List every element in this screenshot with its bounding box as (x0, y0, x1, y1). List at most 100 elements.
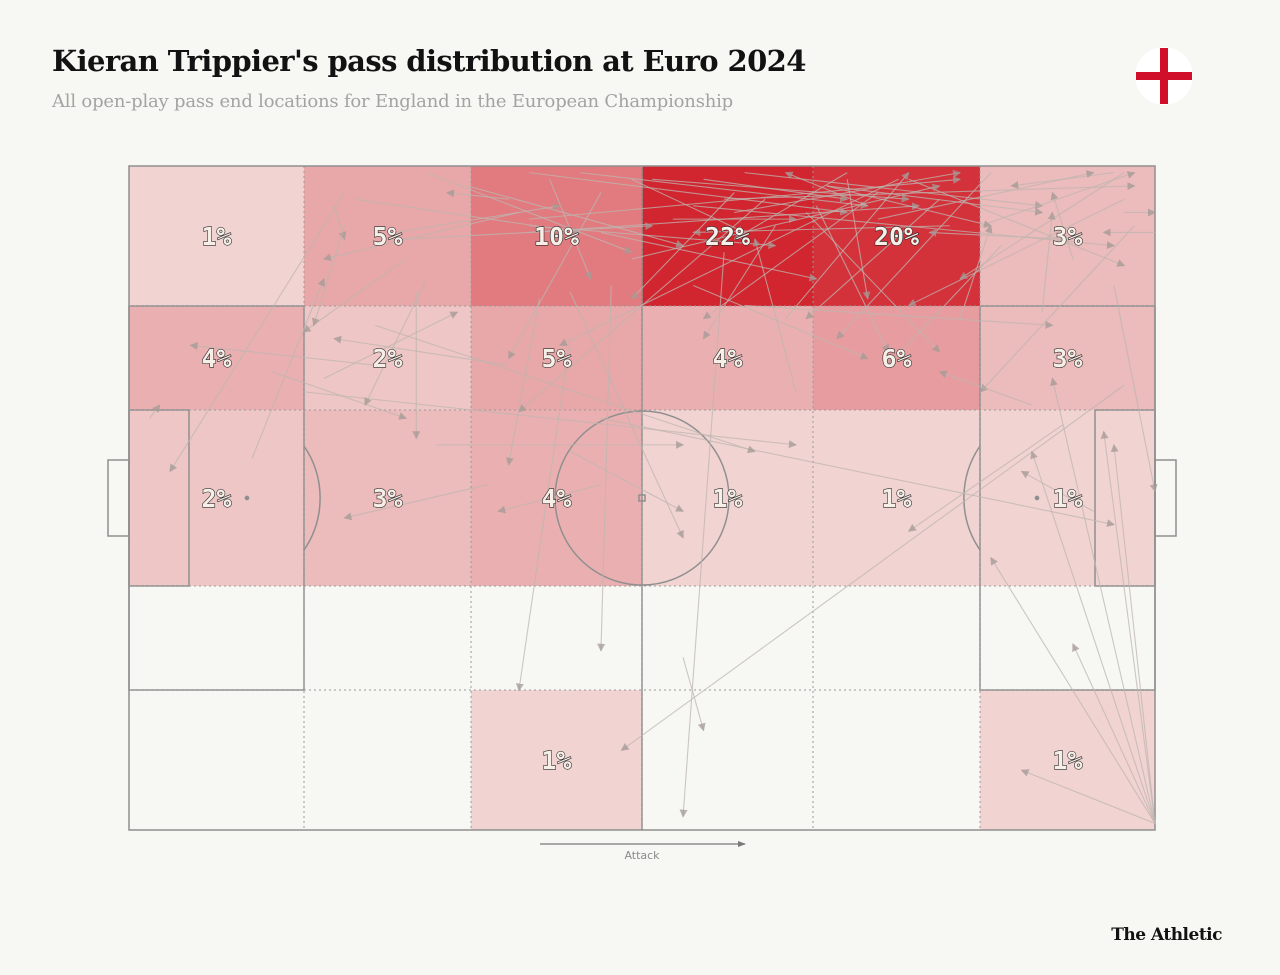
pass-arrow (333, 205, 347, 240)
zone-percentage-label: 1% (712, 484, 742, 513)
pass-arrow (597, 285, 612, 652)
zone-percentage-label: 3% (1052, 344, 1082, 373)
pass-arrows (149, 169, 1158, 824)
pass-arrow (805, 198, 940, 320)
right-goal (1154, 459, 1177, 537)
zone-percentage-label: 20% (874, 222, 919, 251)
zone-percentage-label: 10% (534, 222, 579, 251)
england-flag-icon (1135, 47, 1193, 105)
pass-arrow (1030, 450, 1156, 824)
pass-arrow (693, 205, 1115, 250)
pass-arrow (805, 212, 941, 353)
zone-percentage-label: 5% (541, 344, 571, 373)
attack-direction: Attack (540, 841, 746, 862)
pass-arrow (446, 189, 509, 200)
heatmap-zone (813, 690, 980, 830)
pass-arrow (744, 304, 1054, 329)
zone-percentage-label: 4% (201, 344, 231, 373)
zone-percentage-label: 4% (541, 484, 571, 513)
pass-arrow (529, 172, 849, 216)
pass-arrow (928, 228, 1063, 240)
pass-arrow (692, 225, 950, 237)
pass-arrow (679, 252, 725, 818)
pass-arrow (251, 277, 326, 459)
pass-arrow (569, 291, 684, 539)
pass-arrow (529, 175, 962, 220)
heatmap-zone (471, 410, 642, 586)
pass-arrow (631, 192, 735, 300)
zone-percentage-label: 1% (881, 484, 911, 513)
pass-arrow (693, 285, 869, 360)
pass-arrow (826, 185, 992, 228)
zone-percentage-label: 22% (705, 222, 750, 251)
heatmap-zone (642, 586, 813, 690)
heatmap-zone (304, 586, 471, 690)
pass-arrow (990, 556, 1156, 824)
pass-arrow (508, 192, 602, 360)
heatmap-zone (980, 306, 1155, 410)
pass-arrow (907, 198, 1125, 306)
pass-arrow (682, 657, 706, 732)
left-penalty-spot (244, 495, 250, 501)
zone-labels: 1% 5% 10% 22% 20% 3% 4% 2% 5% 4% 6% 3% 2% 3% 4% 1% 1% 1% 1… (201, 221, 1083, 775)
pass-arrow (497, 484, 602, 514)
heatmap-zone (129, 166, 304, 306)
pass-arrow (580, 172, 869, 210)
heatmap-zone (980, 586, 1155, 690)
heatmap-zone (642, 410, 813, 586)
pass-arrow (631, 183, 941, 260)
pass-arrow (908, 178, 1126, 267)
pass-arrow (169, 192, 345, 473)
pass-arrow (620, 384, 1125, 751)
pass-arrow (1072, 643, 1156, 824)
zone-percentage-label: 1% (1052, 484, 1082, 513)
pass-arrow (702, 192, 879, 320)
pass-arrow (1050, 191, 1074, 260)
pass-arrow (877, 170, 1095, 220)
pass-arrow (272, 371, 407, 420)
left-goal (107, 459, 130, 537)
pass-arrow (149, 404, 161, 419)
pass-arrow (784, 171, 868, 207)
pass-arrow (505, 298, 540, 466)
heatmap-zone (471, 690, 642, 830)
heatmap-zone (471, 586, 642, 690)
pass-arrow (979, 225, 1135, 393)
heatmap-zone (813, 306, 980, 410)
heatmap-zone (304, 410, 471, 586)
zone-percentage-label: 4% (712, 344, 742, 373)
chart-subtitle: All open-play pass end locations for Eng… (52, 91, 734, 112)
pass-arrow (549, 179, 592, 280)
pass-arrow (724, 182, 1136, 200)
pass-arrow (938, 370, 1033, 406)
zone-percentage-label: 2% (372, 344, 402, 373)
zone-percentage-label: 2% (201, 484, 231, 513)
heatmap-zone (304, 166, 471, 306)
heatmap-zone (471, 166, 642, 306)
pass-arrow (600, 231, 818, 282)
right-penalty-arc (963, 445, 981, 551)
pass-arrow (395, 203, 561, 233)
right-penalty-spot (1034, 495, 1040, 501)
zone-percentage-label: 5% (372, 222, 402, 251)
heatmap-zone (129, 586, 304, 690)
brand-logo: The Athletic (1111, 925, 1222, 945)
pass-arrow (734, 169, 962, 214)
pass-arrow (303, 391, 797, 449)
zone-percentage-label: 1% (1052, 746, 1082, 775)
pass-arrow (907, 424, 1063, 532)
zone-percentage-label: 3% (1052, 222, 1082, 251)
pass-arrow (631, 178, 746, 234)
left-penalty-arc (303, 445, 321, 551)
pass-arrow (959, 172, 1125, 280)
pass-arrow (302, 258, 407, 333)
pass-arrow (322, 211, 520, 262)
pass-arrow (426, 172, 633, 254)
pass-arrow (354, 198, 582, 236)
heatmap-zone (304, 690, 471, 830)
pass-arrow (1020, 769, 1156, 824)
chart-title: Kieran Trippier's pass distribution at E… (52, 44, 806, 78)
pass-arrow (1041, 211, 1056, 313)
heatmap-zone (813, 586, 980, 690)
heatmap-zone (129, 690, 304, 830)
